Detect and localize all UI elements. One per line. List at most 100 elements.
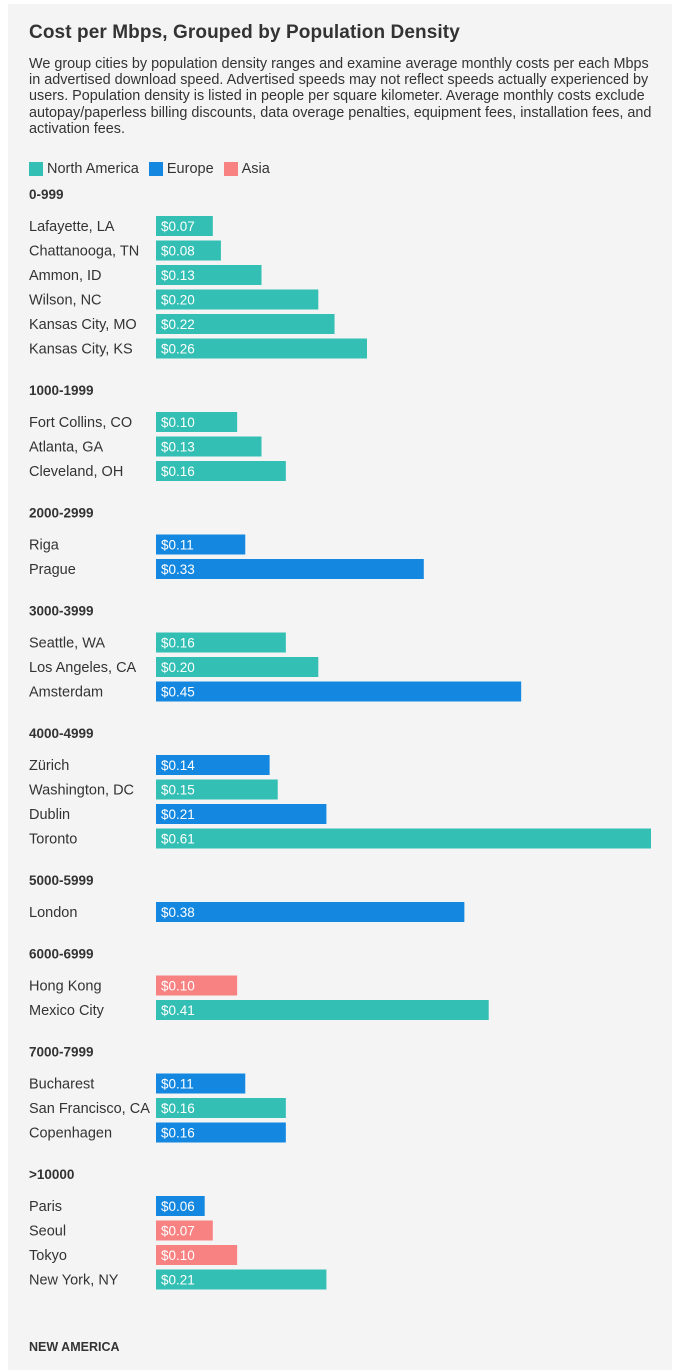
group-label-5000-5999: 5000-5999 bbox=[29, 873, 94, 888]
city-label-toronto: Toronto bbox=[29, 832, 77, 848]
bar-value-label-cleveland-oh: $0.16 bbox=[161, 464, 195, 479]
group-label-6000-6999: 6000-6999 bbox=[29, 947, 94, 962]
legend-label-asia: Asia bbox=[241, 161, 270, 177]
group-label-10000: >10000 bbox=[29, 1167, 74, 1182]
city-label-lafayette-la: Lafayette, LA bbox=[29, 219, 115, 235]
bar-kansas-city-ks bbox=[156, 338, 367, 359]
bar-value-label-hong-kong: $0.10 bbox=[161, 979, 195, 994]
bar-tokyo bbox=[156, 1245, 238, 1265]
city-label-ammon-id: Ammon, ID bbox=[29, 268, 102, 284]
bar-value-label-los-angeles-ca: $0.20 bbox=[161, 660, 195, 675]
city-label-kansas-city-ks: Kansas City, KS bbox=[29, 342, 133, 358]
bar-copenhagen bbox=[156, 1122, 286, 1143]
bar-los-angeles-ca bbox=[156, 657, 319, 677]
chart-title: Cost per Mbps, Grouped by Population Den… bbox=[29, 22, 460, 43]
bar-amsterdam bbox=[156, 681, 522, 702]
bar-new-york-ny bbox=[156, 1269, 327, 1290]
bar-lafayette-la bbox=[156, 216, 213, 236]
legend-label-europe: Europe bbox=[166, 161, 214, 177]
bar-value-label-mexico-city: $0.41 bbox=[161, 1003, 195, 1018]
bar-value-label-ammon-id: $0.13 bbox=[161, 268, 195, 283]
city-label-tokyo: Tokyo bbox=[29, 1248, 67, 1264]
city-label-kansas-city-mo: Kansas City, MO bbox=[29, 317, 137, 333]
bar-value-label-paris: $0.06 bbox=[161, 1199, 195, 1214]
city-label-fort-collins-co: Fort Collins, CO bbox=[29, 415, 132, 431]
city-label-z-rich: Zürich bbox=[29, 758, 69, 774]
bar-seoul bbox=[156, 1220, 213, 1241]
city-label-cleveland-oh: Cleveland, OH bbox=[29, 464, 123, 480]
group-label-7000-7999: 7000-7999 bbox=[29, 1045, 94, 1060]
bar-cleveland-oh bbox=[156, 461, 286, 481]
bar-z-rich bbox=[156, 755, 270, 775]
bar-value-label-riga: $0.11 bbox=[161, 538, 194, 553]
bar-fort-collins-co bbox=[156, 412, 238, 432]
city-label-riga: Riga bbox=[29, 538, 60, 554]
bar-seattle-wa bbox=[156, 632, 286, 653]
bar-value-label-z-rich: $0.14 bbox=[161, 758, 195, 773]
group-label-3000-3999: 3000-3999 bbox=[29, 604, 94, 619]
bar-value-label-tokyo: $0.10 bbox=[161, 1248, 195, 1263]
bar-value-label-lafayette-la: $0.07 bbox=[161, 219, 195, 234]
bar-value-label-london: $0.38 bbox=[161, 905, 195, 920]
bar-mexico-city bbox=[156, 1000, 489, 1020]
group-label-0-999: 0-999 bbox=[29, 187, 64, 202]
bar-wilson-nc bbox=[156, 289, 319, 310]
bar-value-label-amsterdam: $0.45 bbox=[161, 685, 195, 700]
city-label-london: London bbox=[29, 905, 77, 921]
bar-value-label-toronto: $0.61 bbox=[161, 832, 195, 847]
bar-value-label-bucharest: $0.11 bbox=[161, 1077, 194, 1092]
bar-value-label-washington-dc: $0.15 bbox=[161, 783, 195, 798]
bar-washington-dc bbox=[156, 779, 278, 800]
bar-value-label-san-francisco-ca: $0.16 bbox=[161, 1101, 195, 1116]
legend-swatch-north-america bbox=[29, 162, 43, 176]
bar-value-label-chattanooga-tn: $0.08 bbox=[161, 244, 195, 259]
city-label-new-york-ny: New York, NY bbox=[29, 1273, 119, 1289]
bar-san-francisco-ca bbox=[156, 1098, 286, 1118]
legend-label-north-america: North America bbox=[47, 161, 139, 177]
city-label-washington-dc: Washington, DC bbox=[29, 783, 134, 799]
legend-swatch-europe bbox=[148, 162, 163, 176]
group-label-2000-2999: 2000-2999 bbox=[29, 506, 94, 521]
bar-ammon-id bbox=[156, 265, 262, 285]
bar-value-label-seoul: $0.07 bbox=[161, 1224, 195, 1239]
city-label-san-francisco-ca: San Francisco, CA bbox=[29, 1101, 150, 1117]
bar-value-label-prague: $0.33 bbox=[161, 562, 195, 577]
city-label-prague: Prague bbox=[29, 562, 76, 578]
city-label-paris: Paris bbox=[29, 1199, 62, 1215]
city-label-los-angeles-ca: Los Angeles, CA bbox=[29, 660, 137, 676]
bar-value-label-copenhagen: $0.16 bbox=[161, 1126, 195, 1141]
city-label-chattanooga-tn: Chattanooga, TN bbox=[29, 244, 139, 260]
city-label-wilson-nc: Wilson, NC bbox=[29, 293, 102, 309]
legend-item-asia: Asia bbox=[223, 161, 270, 177]
legend-swatch-asia bbox=[223, 162, 238, 176]
bar-value-label-new-york-ny: $0.21 bbox=[161, 1273, 195, 1288]
city-label-hong-kong: Hong Kong bbox=[29, 979, 102, 995]
city-label-seattle-wa: Seattle, WA bbox=[29, 636, 105, 652]
bar-value-label-seattle-wa: $0.16 bbox=[161, 636, 195, 651]
city-label-copenhagen: Copenhagen bbox=[29, 1126, 112, 1142]
bar-riga bbox=[156, 534, 246, 555]
bar-value-label-dublin: $0.21 bbox=[161, 807, 195, 822]
source-credit: NEW AMERICA bbox=[29, 1340, 120, 1354]
bar-dublin bbox=[156, 804, 327, 824]
bar-kansas-city-mo bbox=[156, 314, 335, 334]
bar-value-label-kansas-city-mo: $0.22 bbox=[161, 317, 195, 332]
group-label-1000-1999: 1000-1999 bbox=[29, 383, 94, 398]
chart-card: Cost per Mbps, Grouped by Population Den… bbox=[8, 4, 672, 1370]
bar-value-label-atlanta-ga: $0.13 bbox=[161, 440, 195, 455]
city-label-seoul: Seoul bbox=[29, 1224, 66, 1240]
chart-subtitle: We group cities by population density ra… bbox=[29, 56, 652, 137]
bar-value-label-wilson-nc: $0.20 bbox=[161, 293, 195, 308]
bar-london bbox=[156, 902, 465, 922]
city-label-amsterdam: Amsterdam bbox=[29, 685, 103, 701]
city-label-bucharest: Bucharest bbox=[29, 1077, 94, 1093]
city-label-mexico-city: Mexico City bbox=[29, 1003, 105, 1019]
bar-hong-kong bbox=[156, 975, 238, 996]
legend-item-north-america: North America bbox=[29, 161, 139, 177]
city-label-dublin: Dublin bbox=[29, 807, 70, 823]
bar-prague bbox=[156, 559, 424, 579]
bar-atlanta-ga bbox=[156, 436, 262, 457]
city-label-atlanta-ga: Atlanta, GA bbox=[29, 440, 103, 456]
bar-chattanooga-tn bbox=[156, 240, 221, 261]
bar-bucharest bbox=[156, 1073, 246, 1094]
